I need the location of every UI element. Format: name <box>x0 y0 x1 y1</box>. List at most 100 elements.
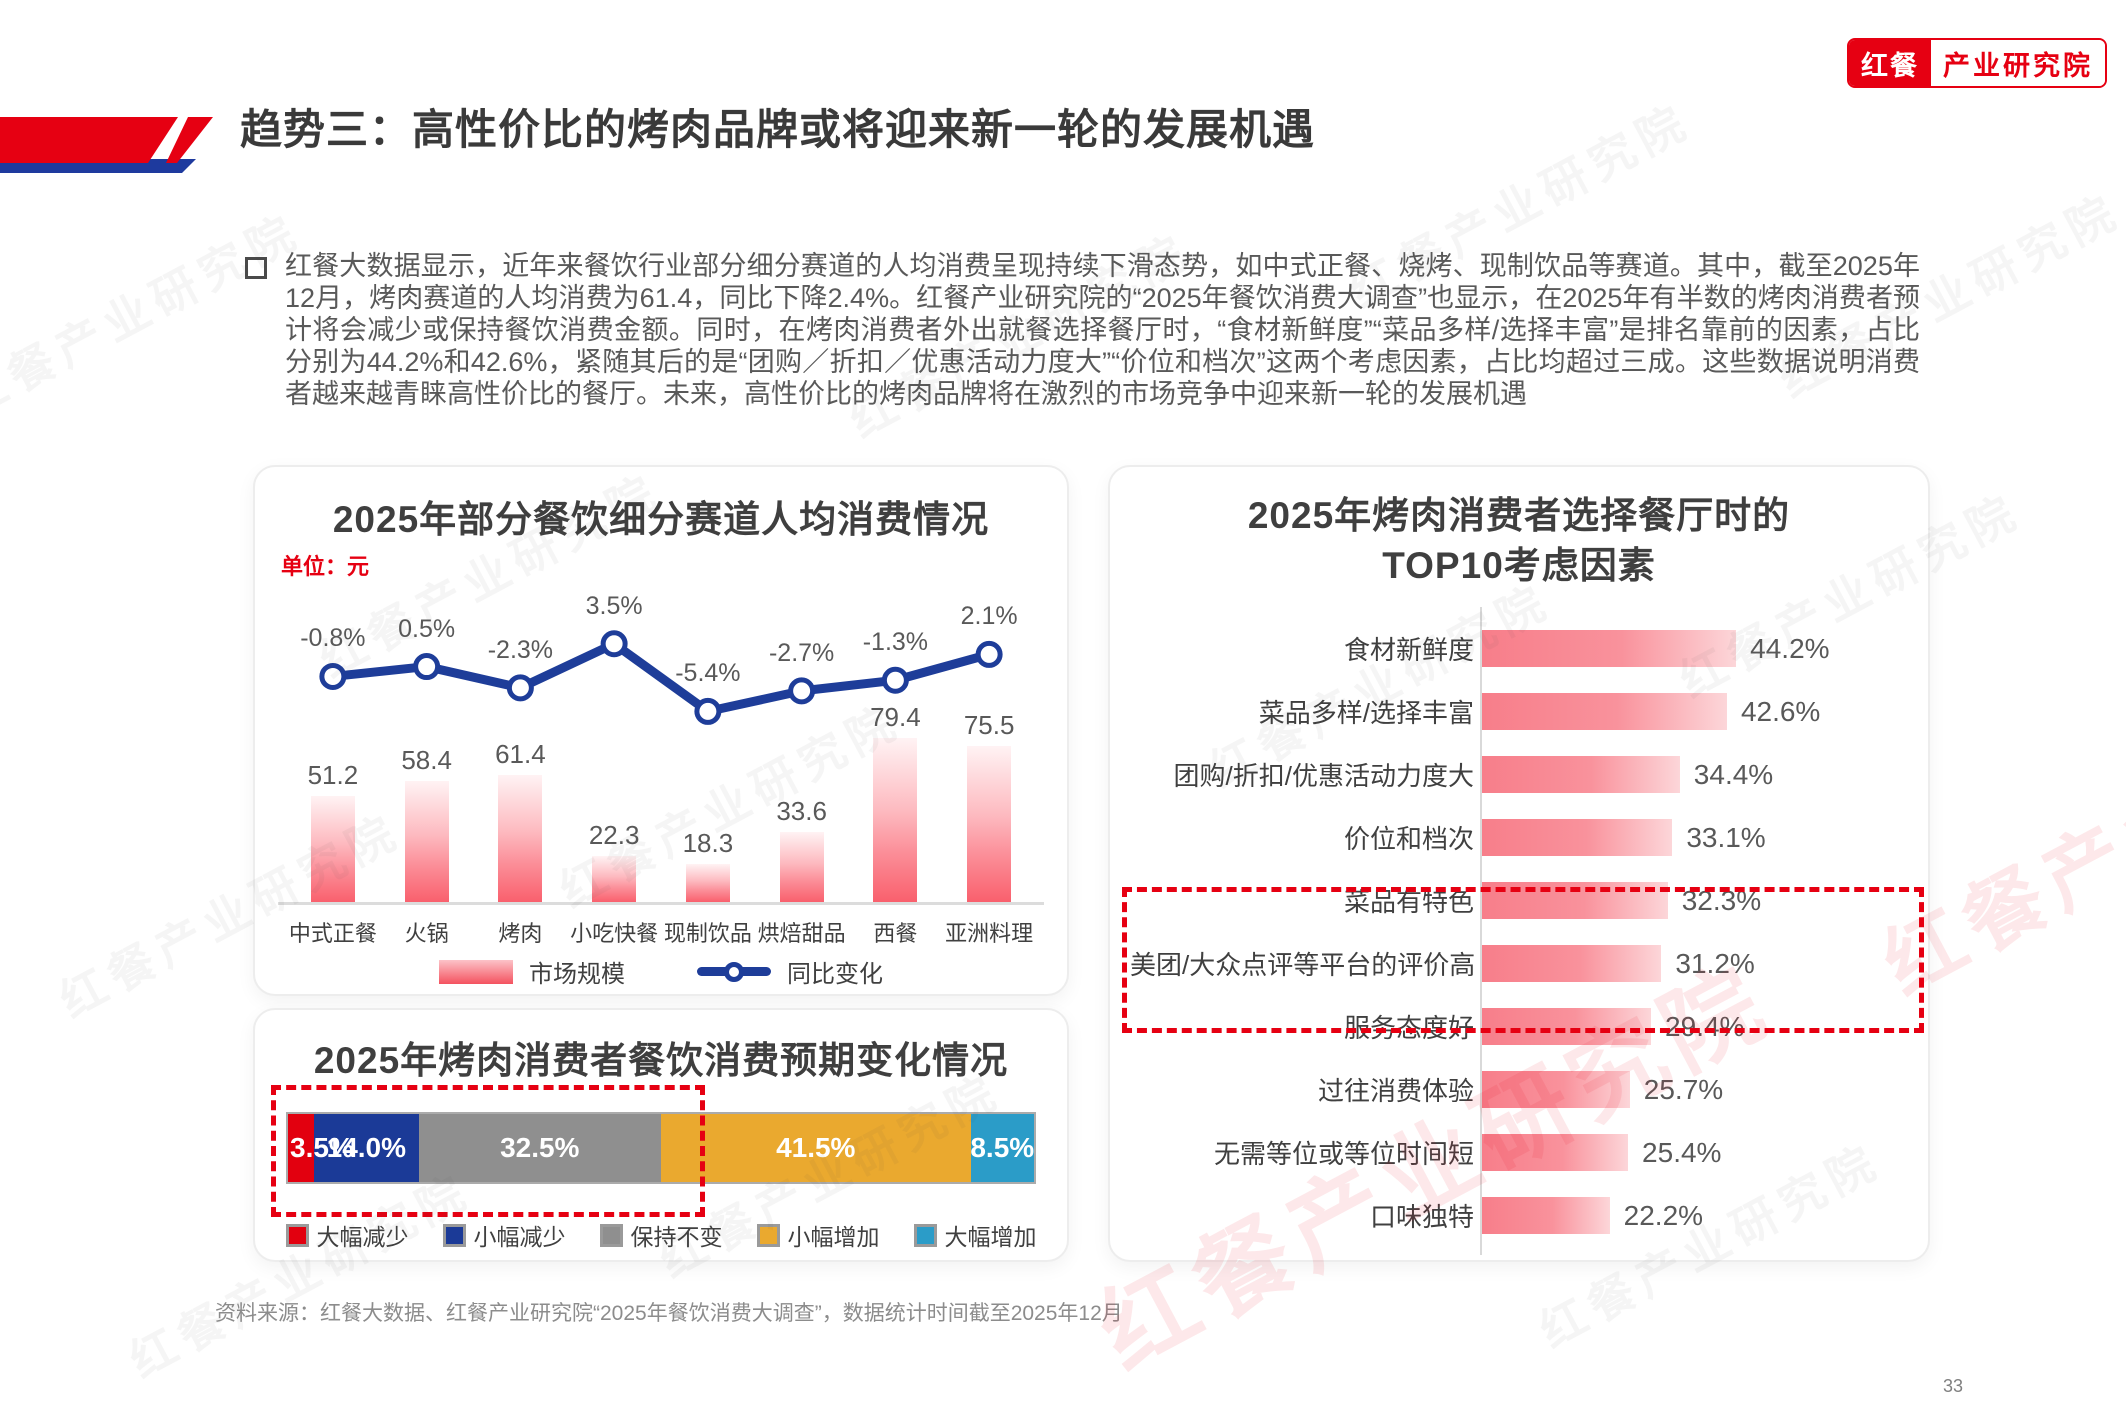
stacked-bar: 3.5% 14.0% 32.5% 41.5% 8.5% <box>286 1112 1036 1184</box>
highlight-box-discount-price <box>1122 887 1924 1033</box>
factor-bar <box>1482 756 1680 793</box>
legend-swatch <box>756 1223 780 1247</box>
factor-bar <box>1482 693 1727 730</box>
factor-value: 29.4% <box>1665 1010 1745 1042</box>
brand-logo: 红餐 产业研究院 <box>1847 38 2107 88</box>
legend-line-label: 同比变化 <box>787 961 883 988</box>
square-bullet-icon <box>245 257 267 279</box>
x-axis-line <box>278 902 1044 905</box>
chart1-title: 2025年部分餐饮细分赛道人均消费情况 <box>332 499 990 540</box>
legend-line-marker-icon <box>724 961 744 982</box>
yoy-value-label: -5.4% <box>675 659 741 688</box>
market-size-bar <box>498 774 543 902</box>
category-label: 火锅 <box>404 921 449 946</box>
chart3-title: 2025年烤肉消费者选择餐厅时的 TOP10考虑因素 <box>1110 491 1928 591</box>
segment-value-label: 14.0% <box>326 1132 407 1163</box>
legend-label: 大幅减少 <box>316 1224 409 1250</box>
logo-left-badge: 红餐 <box>1849 40 1931 86</box>
category-label: 中式正餐 <box>288 921 377 946</box>
market-size-bar <box>310 796 355 902</box>
factor-bar <box>1482 819 1673 856</box>
legend-label: 保持不变 <box>630 1224 723 1250</box>
chart2-title: 2025年烤肉消费者餐饮消费预期变化情况 <box>313 1040 1009 1081</box>
legend-swatch <box>442 1223 466 1247</box>
factor-bar <box>1482 1197 1610 1234</box>
legend-item: 保持不变 <box>599 1218 723 1252</box>
bar-value-label: 61.4 <box>495 738 546 769</box>
factor-row: 服务态度好 29.4% <box>1130 995 1912 1058</box>
stacked-segment-3: 32.5% <box>418 1114 661 1182</box>
yoy-point <box>600 630 628 658</box>
factor-row: 美团/大众点评等平台的评价高 31.2% <box>1130 932 1912 995</box>
factor-value: 34.4% <box>1693 758 1774 790</box>
yoy-value-label: -2.3% <box>487 635 554 664</box>
yoy-point <box>694 697 722 725</box>
market-size-bar <box>404 781 449 902</box>
category-label: 西餐 <box>873 921 918 946</box>
market-size-bar <box>873 737 918 902</box>
bar-value-label: 22.3 <box>588 819 640 850</box>
category-label: 烘焙甜品 <box>757 921 846 946</box>
yoy-point <box>506 674 534 702</box>
bar-value-label: 79.4 <box>870 701 921 732</box>
legend-label: 小幅增加 <box>787 1224 880 1250</box>
page-title: 趋势三：高性价比的烤肉品牌或将迎来新一轮的发展机遇 <box>240 106 1316 153</box>
yoy-point <box>319 662 347 690</box>
combo-chart: 51.2 中式正餐 -0.8% 58.4 火锅 0.5% 61.4 烤肉 -2.3% 22.3 小吃… <box>278 577 1044 946</box>
market-size-bar <box>592 855 637 902</box>
yoy-value-label: 3.5% <box>585 591 643 620</box>
market-size-bar <box>967 745 1012 902</box>
category-label: 小吃快餐 <box>570 921 659 946</box>
legend-item: 大幅增加 <box>913 1218 1037 1252</box>
factor-row: 菜品多样/选择丰富 42.6% <box>1130 680 1912 743</box>
factor-row: 过往消费体验 25.7% <box>1130 1058 1912 1121</box>
segment-value-label: 32.5% <box>500 1132 580 1163</box>
segment-value-label: 41.5% <box>776 1132 856 1163</box>
yoy-point <box>975 640 1003 668</box>
factor-label: 美团/大众点评等平台的评价高 <box>1130 950 1476 980</box>
market-size-bar <box>685 864 730 902</box>
highlight-box-decrease-keep <box>271 1085 705 1217</box>
chart2-legend: 大幅减少 小幅减少 保持不变 小幅增加 大幅增加 <box>255 1218 1067 1252</box>
page-number: 33 <box>1943 1376 1964 1396</box>
factor-label: 食材新鲜度 <box>1343 635 1474 665</box>
factor-row: 无需等位或等位时间短 25.4% <box>1130 1121 1912 1184</box>
market-size-bar <box>779 832 824 902</box>
factor-bar <box>1482 1008 1652 1045</box>
top10-rows: 食材新鲜度 44.2% 菜品多样/选择丰富 42.6% 团购/折扣/优惠活动力度大 34.… <box>1130 607 1912 1255</box>
stacked-segment-5: 8.5% <box>970 1114 1035 1182</box>
factor-value: 44.2% <box>1750 632 1830 664</box>
stacked-segment-4: 41.5% <box>660 1114 971 1182</box>
body-block: 红餐大数据显示，近年来餐饮行业部分细分赛道的人均消费呈现持续下滑态势，如中式正餐… <box>245 250 1920 410</box>
legend-bar-swatch <box>439 959 513 984</box>
legend-item: 小幅减少 <box>442 1218 566 1252</box>
factor-value: 33.1% <box>1686 821 1766 853</box>
category-label: 烤肉 <box>498 921 543 946</box>
yoy-value-label: 0.5% <box>398 614 456 643</box>
yoy-point <box>788 677 816 705</box>
chart1-legend: 市场规模 同比变化 <box>255 954 1067 989</box>
card-expectation-change: 2025年烤肉消费者餐饮消费预期变化情况 3.5% 14.0% 32.5% 41.5%… <box>253 1008 1069 1262</box>
stacked-segment-1: 3.5% <box>288 1114 354 1182</box>
factor-row: 团购/折扣/优惠活动力度大 34.4% <box>1130 743 1912 806</box>
segment-value-label: 8.5% <box>970 1132 1035 1163</box>
legend-swatch <box>285 1223 309 1247</box>
yoy-value-label: -2.7% <box>768 638 835 667</box>
yoy-value-label: 2.1% <box>960 602 1018 631</box>
factor-label: 口味独特 <box>1369 1202 1474 1232</box>
factor-label: 价位和档次 <box>1343 824 1474 854</box>
segment-value-label: 3.5% <box>290 1132 354 1163</box>
card-top10-factors: 2025年烤肉消费者选择餐厅时的 TOP10考虑因素 食材新鲜度 44.2% 菜品多… <box>1108 465 1930 1262</box>
legend-swatch <box>913 1223 937 1247</box>
logo-right-badge: 产业研究院 <box>1931 40 2105 86</box>
card-per-capita-consumption: 2025年部分餐饮细分赛道人均消费情况 单位：元 51.2 中式正餐 -0.8% 58… <box>253 465 1069 996</box>
factor-value: 22.2% <box>1623 1199 1704 1231</box>
factor-bar <box>1482 945 1662 982</box>
bar-value-label: 58.4 <box>401 745 452 776</box>
legend-label: 大幅增加 <box>944 1224 1037 1250</box>
yoy-point <box>413 653 441 681</box>
bar-value-label: 51.2 <box>307 760 359 791</box>
factor-label: 团购/折扣/优惠活动力度大 <box>1173 761 1474 791</box>
factor-row: 价位和档次 33.1% <box>1130 806 1912 869</box>
